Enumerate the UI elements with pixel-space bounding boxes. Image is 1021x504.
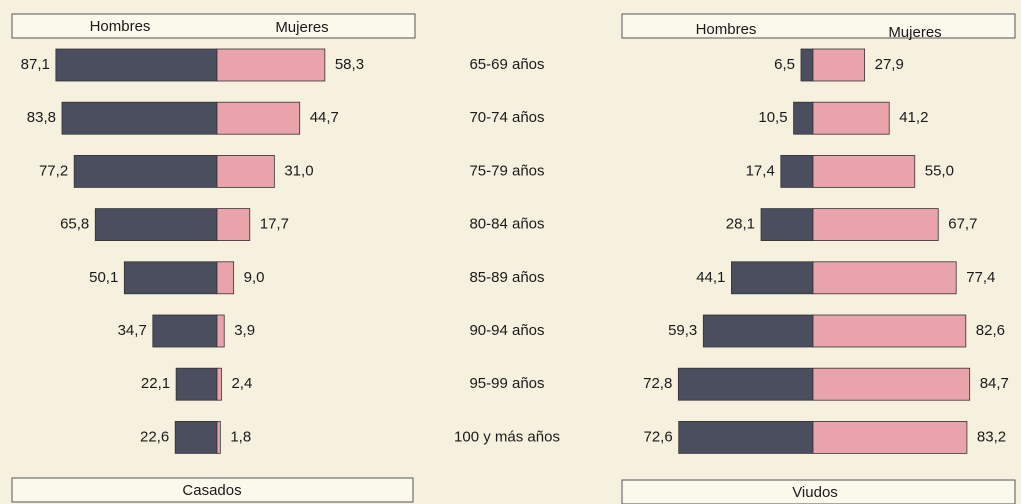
- bar: [812, 420, 968, 454]
- bar: [812, 314, 967, 348]
- bar: [73, 154, 218, 188]
- bar: [702, 314, 814, 348]
- category-label: 70-74 años: [469, 109, 544, 126]
- bar: [812, 367, 971, 401]
- value-label: 34,7: [118, 322, 147, 339]
- bar: [216, 314, 225, 348]
- bar: [175, 367, 218, 401]
- bar: [94, 208, 218, 242]
- value-label: 55,0: [925, 162, 954, 179]
- category-label: 90-94 años: [469, 322, 544, 339]
- value-label: 1,8: [230, 428, 251, 445]
- value-label: 83,2: [977, 428, 1006, 445]
- bar: [174, 420, 218, 454]
- value-label: 17,4: [746, 162, 775, 179]
- value-label: 2,4: [231, 375, 252, 392]
- value-label: 28,1: [726, 216, 755, 233]
- legend-box: [621, 13, 1016, 39]
- legend-label: Hombres: [90, 18, 151, 35]
- value-label: 41,2: [899, 109, 928, 126]
- category-label: 65-69 años: [469, 56, 544, 73]
- value-label: 72,8: [643, 375, 672, 392]
- value-label: 67,7: [948, 216, 977, 233]
- bar: [800, 48, 814, 82]
- bar: [812, 154, 916, 188]
- bar: [216, 208, 251, 242]
- legend-label: Mujeres: [275, 19, 328, 36]
- bar: [216, 154, 275, 188]
- value-label: 50,1: [89, 269, 118, 286]
- category-label: 100 y más años: [454, 428, 560, 445]
- bar: [123, 261, 218, 295]
- value-label: 83,8: [27, 109, 56, 126]
- legend-label: Mujeres: [888, 24, 941, 41]
- legend-label: Hombres: [696, 21, 757, 38]
- chart-title: Viudos: [792, 484, 838, 501]
- value-label: 44,7: [310, 109, 339, 126]
- value-label: 72,6: [643, 428, 672, 445]
- bar: [216, 420, 221, 454]
- value-label: 65,8: [60, 216, 89, 233]
- value-label: 82,6: [976, 322, 1005, 339]
- bar: [793, 101, 814, 135]
- category-label: 75-79 años: [469, 162, 544, 179]
- value-label: 77,2: [39, 162, 68, 179]
- bar: [812, 101, 890, 135]
- value-label: 84,7: [980, 375, 1009, 392]
- value-label: 27,9: [875, 56, 904, 73]
- category-label: 85-89 años: [469, 269, 544, 286]
- title-box: [11, 477, 414, 503]
- legend-box: [11, 13, 416, 39]
- bar: [216, 261, 235, 295]
- value-label: 22,6: [140, 428, 169, 445]
- value-label: 31,0: [284, 162, 313, 179]
- value-label: 87,1: [21, 56, 50, 73]
- bar: [760, 208, 814, 242]
- bar: [812, 208, 939, 242]
- bar: [216, 48, 326, 82]
- title-box: [621, 479, 1016, 504]
- bar: [780, 154, 814, 188]
- value-label: 44,1: [696, 269, 725, 286]
- value-label: 3,9: [234, 322, 255, 339]
- bar: [677, 367, 814, 401]
- value-label: 59,3: [668, 322, 697, 339]
- value-label: 6,5: [774, 56, 795, 73]
- bar: [812, 261, 957, 295]
- value-label: 22,1: [141, 375, 170, 392]
- value-label: 9,0: [244, 269, 265, 286]
- value-label: 58,3: [335, 56, 364, 73]
- category-label: 80-84 años: [469, 216, 544, 233]
- bar: [216, 367, 222, 401]
- bar: [731, 261, 814, 295]
- bar: [152, 314, 218, 348]
- value-label: 10,5: [758, 109, 787, 126]
- category-label: 95-99 años: [469, 375, 544, 392]
- bar: [216, 101, 301, 135]
- bar: [678, 420, 814, 454]
- value-label: 77,4: [966, 269, 995, 286]
- bar: [61, 101, 218, 135]
- bar: [55, 48, 218, 82]
- chart-title: Casados: [182, 482, 241, 499]
- value-label: 17,7: [260, 216, 289, 233]
- bar: [812, 48, 866, 82]
